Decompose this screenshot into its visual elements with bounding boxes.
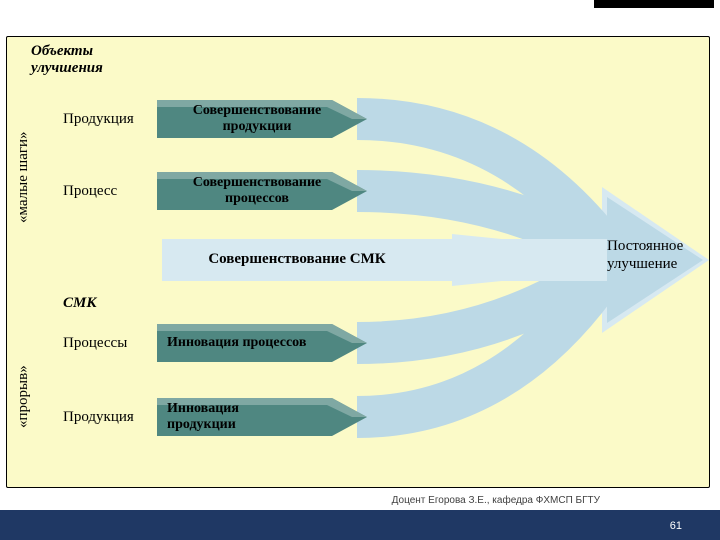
row-label-4: Продукция [63,409,134,426]
smk-label: СМК [63,295,97,312]
band-2: Совершенствованиепроцессов [167,175,347,207]
page-number: 61 [670,520,682,532]
top-black-strip [594,0,714,8]
slide: Объектыулучшения «малые шаги» «прорыв» П… [0,0,720,540]
row-label-1: Продукция [63,111,134,128]
title-line1: Объектыулучшения [31,43,103,76]
group-breakthrough: «прорыв» [15,337,32,457]
row-label-2: Процесс [63,183,117,200]
band-4: Инновацияпродукции [167,401,347,433]
band-center: Совершенствование СМК [167,251,427,268]
panel-title: Объектыулучшения [31,43,151,77]
band-3: Инновация процессов [167,335,367,351]
footer-caption: Доцент Егорова З.Е., кафедра ФХМСП БГТУ [392,495,600,506]
footer: Доцент Егорова З.Е., кафедра ФХМСП БГТУ … [0,494,720,540]
diagram-panel: Объектыулучшения «малые шаги» «прорыв» П… [6,36,710,488]
footer-bar [0,510,720,540]
group-small-steps: «малые шаги» [15,107,32,247]
result-label: Постоянное улучшение [607,237,707,273]
band-1: Совершенствованиепродукции [167,103,347,135]
row-label-3: Процессы [63,335,127,352]
